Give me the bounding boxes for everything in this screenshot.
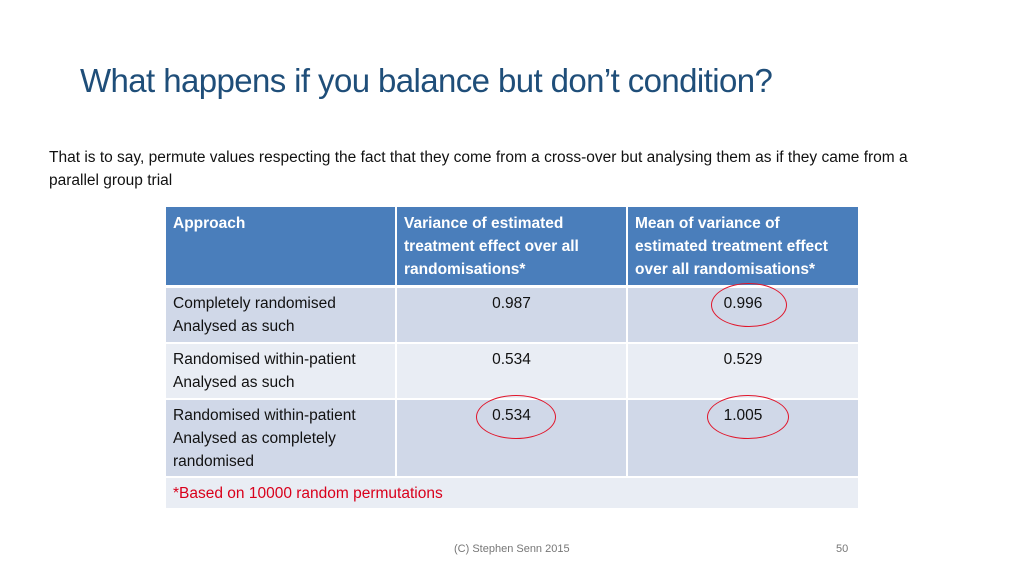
results-table: Approach Variance of estimated treatment… <box>166 207 858 510</box>
approach-line: Randomised within-patient <box>173 351 356 368</box>
approach-line: Analysed as such <box>173 318 295 335</box>
header-mean-variance: Mean of variance of estimated treatment … <box>627 207 858 288</box>
approach-line: Analysed as completely randomised <box>173 430 336 470</box>
slide-title: What happens if you balance but don’t co… <box>80 62 773 99</box>
mean-variance-value: 0.529 <box>723 351 763 368</box>
circled-value: 0.534 <box>476 395 557 439</box>
mean-variance-cell: 0.529 <box>627 343 858 400</box>
variance-cell: 0.534 <box>396 395 628 478</box>
table-footnote-row: *Based on 10000 random permutations <box>166 477 858 510</box>
header-approach: Approach <box>166 207 397 288</box>
circled-value: 1.005 <box>706 395 789 439</box>
page-number: 50 <box>836 543 849 555</box>
mean-variance-cell: 0.996 <box>627 283 858 344</box>
table-row: Randomised within-patient Analysed as co… <box>166 395 858 478</box>
footnote: *Based on 10000 random permutations <box>166 477 858 510</box>
intro-text: That is to say, permute values respectin… <box>49 149 908 189</box>
footer-credit: (C) Stephen Senn 2015 <box>454 543 570 555</box>
circled-value: 0.996 <box>710 283 787 327</box>
header-variance: Variance of estimated treatment effect o… <box>396 207 628 288</box>
variance-value: 0.534 <box>492 407 531 424</box>
approach-line: Randomised within-patient <box>173 407 356 424</box>
table-row: Completely randomised Analysed as such 0… <box>166 283 858 344</box>
variance-cell: 0.987 <box>396 286 628 344</box>
variance-value: 0.987 <box>492 295 531 312</box>
variance-cell: 0.534 <box>396 343 628 400</box>
approach-line: Completely randomised <box>173 295 336 312</box>
approach-cell: Randomised within-patient Analysed as su… <box>166 343 397 400</box>
approach-line: Analysed as such <box>173 374 295 391</box>
approach-cell: Completely randomised Analysed as such <box>166 286 397 344</box>
mean-variance-value: 0.996 <box>723 295 763 312</box>
table-row: Randomised within-patient Analysed as su… <box>166 343 858 400</box>
mean-variance-value: 1.005 <box>723 407 763 424</box>
mean-variance-cell: 1.005 <box>627 395 858 478</box>
approach-cell: Randomised within-patient Analysed as co… <box>166 399 397 478</box>
variance-value: 0.534 <box>492 351 531 368</box>
table-header-row: Approach Variance of estimated treatment… <box>166 207 858 288</box>
